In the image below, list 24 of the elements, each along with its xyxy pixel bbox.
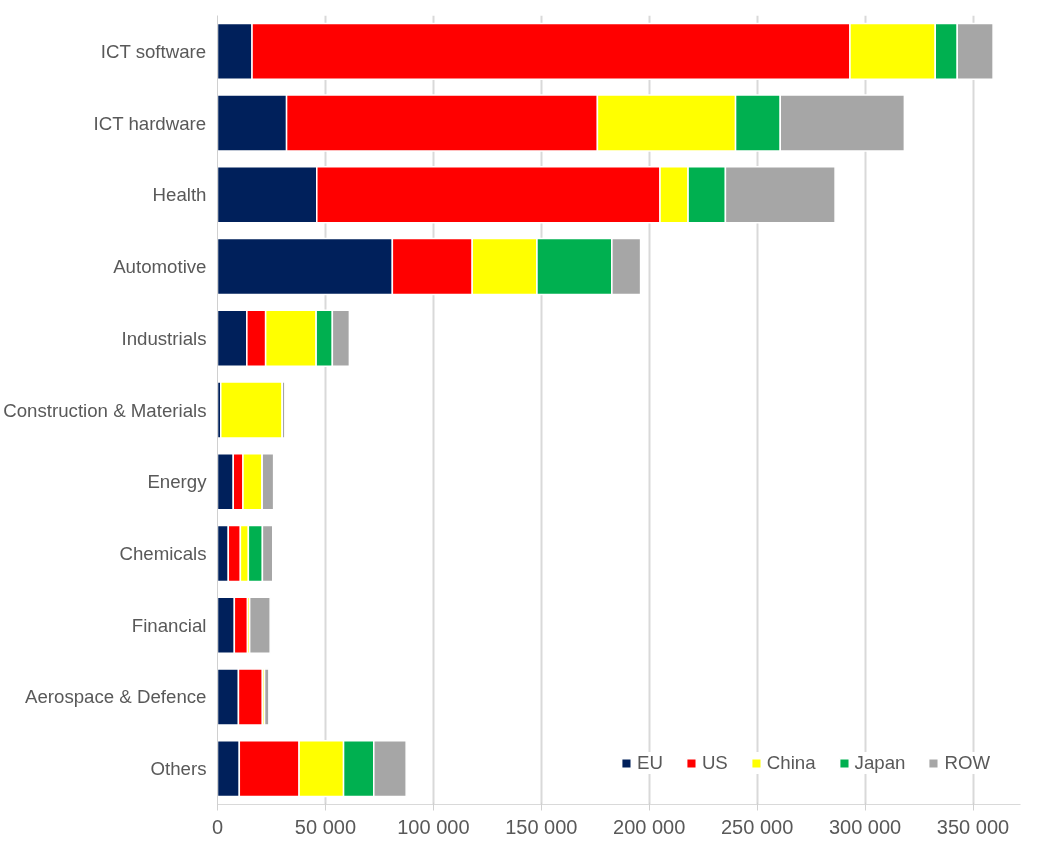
y-tick-label: ICT hardware xyxy=(93,112,207,134)
x-tick-label: 50 000 xyxy=(294,815,357,838)
legend-label: US xyxy=(701,752,728,774)
x-tick-label: 350 000 xyxy=(936,815,1010,838)
x-tick-label: 250 000 xyxy=(721,815,794,838)
y-tick-label: Health xyxy=(152,184,207,206)
x-tick-label: 0 xyxy=(211,815,224,838)
y-tick-label: Automotive xyxy=(113,256,207,278)
legend-label: EU xyxy=(636,752,663,774)
y-tick-label: Energy xyxy=(147,471,208,493)
y-tick-label: Financial xyxy=(131,614,207,636)
x-tick-label: 150 000 xyxy=(505,815,578,838)
legend-label: China xyxy=(766,752,816,774)
y-tick-label: ICT software xyxy=(100,40,207,62)
x-tick-label: 300 000 xyxy=(828,815,902,838)
y-tick-label: Others xyxy=(150,758,207,780)
y-tick-label: Industrials xyxy=(121,327,207,349)
x-tick-label: 100 000 xyxy=(397,815,470,838)
legend-label: Japan xyxy=(854,752,906,774)
y-tick-label: Construction & Materials xyxy=(3,399,207,421)
y-tick-label: Chemicals xyxy=(119,542,207,564)
y-tick-label: Aerospace & Defence xyxy=(25,686,207,708)
legend-label: ROW xyxy=(944,752,990,774)
x-tick-label: 200 000 xyxy=(613,815,686,838)
